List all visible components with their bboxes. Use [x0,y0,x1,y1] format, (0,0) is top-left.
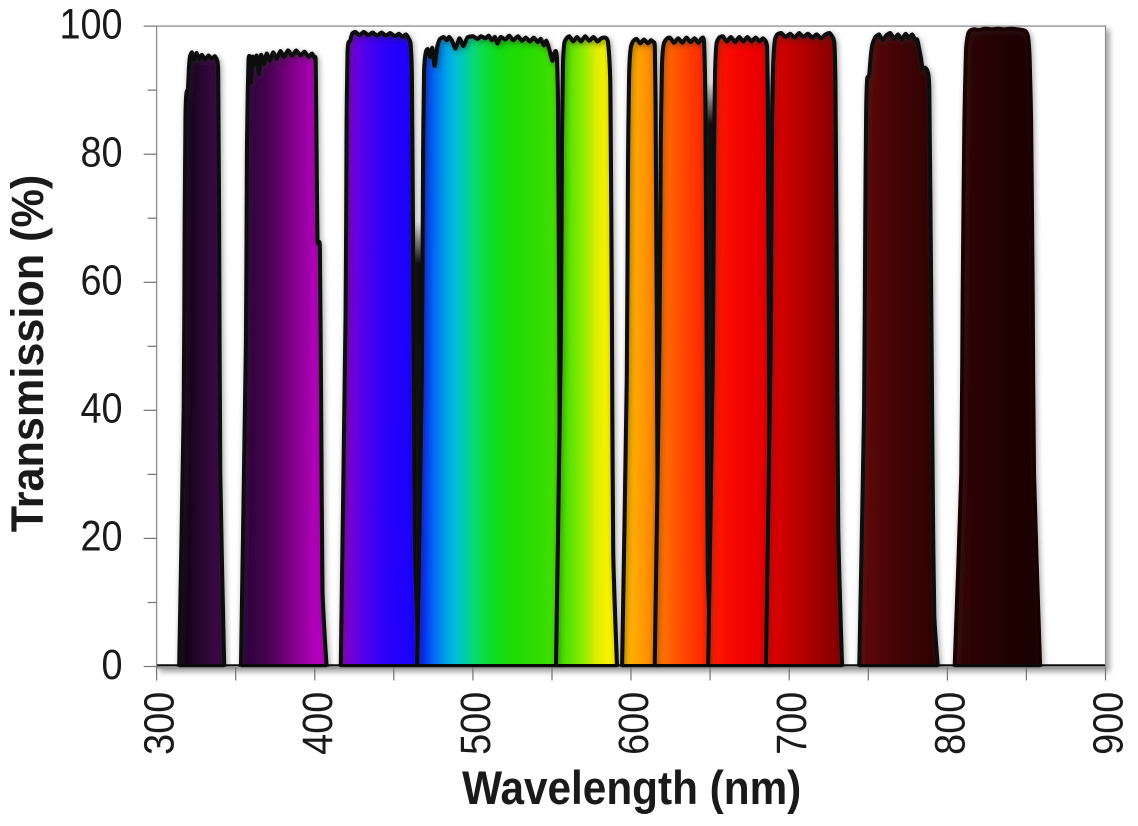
svg-text:400: 400 [293,692,342,755]
svg-text:40: 40 [80,383,122,432]
svg-text:700: 700 [767,692,816,755]
svg-text:500: 500 [451,692,500,755]
svg-text:800: 800 [925,692,974,755]
svg-text:600: 600 [609,692,658,755]
svg-text:20: 20 [80,511,122,560]
svg-text:Wavelength (nm): Wavelength (nm) [462,763,801,815]
svg-text:Transmission (%): Transmission (%) [3,175,53,533]
svg-text:900: 900 [1083,692,1132,755]
svg-text:0: 0 [102,640,123,689]
svg-text:100: 100 [59,0,122,48]
svg-text:80: 80 [80,127,122,176]
svg-text:300: 300 [134,692,183,755]
svg-text:60: 60 [80,255,122,304]
